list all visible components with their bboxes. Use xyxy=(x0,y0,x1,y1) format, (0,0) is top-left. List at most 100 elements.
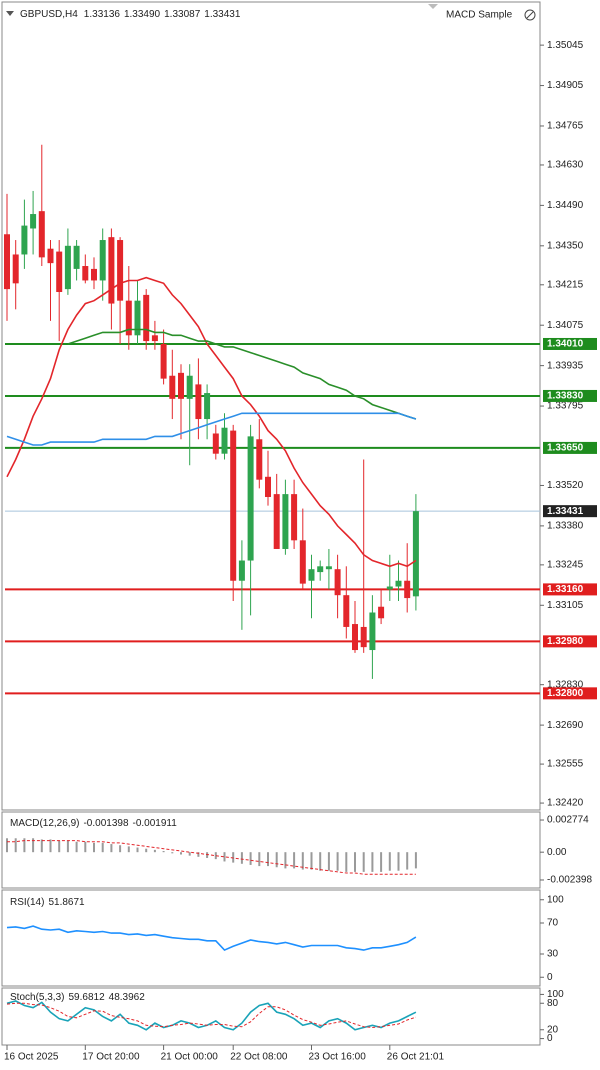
level-label-box xyxy=(543,635,597,648)
candle-body xyxy=(352,624,358,651)
y-tick-label: 70 xyxy=(547,918,559,929)
y-tick-label: 30 xyxy=(547,949,559,960)
y-tick-label: 0.002774 xyxy=(547,815,589,826)
candle-body xyxy=(334,569,341,596)
candle-body xyxy=(308,569,315,581)
candle-body xyxy=(178,372,184,399)
macd-bar xyxy=(119,845,122,853)
y-tick-label: 1.33795 xyxy=(547,401,584,412)
macd-bar xyxy=(319,852,322,871)
macd-bar xyxy=(101,842,104,853)
stoch-main-value: 59.6812 xyxy=(68,992,105,1003)
indicator-line xyxy=(6,925,417,952)
candle-body xyxy=(204,393,211,420)
macd-bar xyxy=(380,852,383,872)
macd-bar xyxy=(301,852,304,870)
x-tick-label: 21 Oct 00:00 xyxy=(161,1052,219,1063)
candle-body xyxy=(151,335,158,342)
macd-bar xyxy=(249,852,252,865)
candle-body xyxy=(221,427,228,454)
macd-title: MACD(12,26,9) -0.001398 -0.001911 xyxy=(10,818,177,829)
level-label-box xyxy=(543,337,597,350)
candle-body xyxy=(212,433,219,454)
macd-bar xyxy=(345,852,348,872)
macd-bar xyxy=(84,841,87,853)
candle-body xyxy=(386,586,393,590)
y-tick-label: 100 xyxy=(547,989,564,1000)
candle-body xyxy=(256,439,263,480)
candle-body xyxy=(378,606,385,619)
macd-name: MACD(12,26,9) xyxy=(10,818,79,829)
y-tick-label: -0.002398 xyxy=(547,875,592,886)
candle-body xyxy=(404,580,411,599)
y-tick-label: 1.34215 xyxy=(547,279,584,290)
candle-body xyxy=(412,511,419,597)
candle-body xyxy=(108,237,115,304)
symbol-menu-icon[interactable] xyxy=(6,11,14,16)
close-price: 1.33431 xyxy=(204,9,241,20)
candle-body xyxy=(317,566,324,573)
macd-bar xyxy=(32,838,35,853)
y-tick-label: 100 xyxy=(547,894,564,905)
candle-body xyxy=(82,266,89,281)
indicator-remove-icon[interactable] xyxy=(524,9,536,21)
candle-body xyxy=(160,343,167,379)
open-price: 1.33136 xyxy=(84,9,121,20)
candle-body xyxy=(195,384,202,420)
macd-bar xyxy=(293,852,296,869)
macd-bar xyxy=(23,838,26,853)
candle-body xyxy=(247,436,254,561)
macd-bar xyxy=(180,852,182,855)
y-tick-label: 1.33245 xyxy=(547,560,584,571)
macd-bar xyxy=(153,849,156,853)
macd-bar xyxy=(310,852,313,870)
macd-bar xyxy=(327,852,330,871)
candle-body xyxy=(134,300,141,336)
macd-bar xyxy=(110,844,113,853)
y-tick-label: 1.33935 xyxy=(547,360,584,371)
rsi-value: 51.8671 xyxy=(48,897,85,908)
y-tick-label: 1.34075 xyxy=(547,320,584,331)
x-tick-label: 26 Oct 21:01 xyxy=(387,1052,445,1063)
candle-body xyxy=(117,240,124,301)
candle-body xyxy=(38,211,45,258)
macd-bar xyxy=(40,839,43,853)
candle-body xyxy=(99,240,106,281)
macd-bar xyxy=(406,852,409,870)
macd-bar xyxy=(240,852,243,864)
macd-bar xyxy=(362,852,365,872)
candle-body xyxy=(91,268,97,281)
macd-panel-frame xyxy=(1,811,541,889)
candle-body xyxy=(169,375,176,399)
level-label: 1.34010 xyxy=(547,339,584,350)
macd-bar xyxy=(66,840,69,853)
candle-body xyxy=(265,476,271,498)
macd-bar xyxy=(336,852,339,871)
macd-bar xyxy=(49,839,52,853)
candle-body xyxy=(238,560,245,581)
y-tick-label: 1.33520 xyxy=(547,480,584,491)
level-label: 1.33830 xyxy=(547,391,584,402)
macd-bar xyxy=(414,852,417,869)
indicator-line xyxy=(6,1002,417,1029)
macd-bar xyxy=(275,852,278,868)
macd-bar xyxy=(197,852,200,857)
candle-body xyxy=(21,225,28,255)
rsi-title: RSI(14) 51.8671 xyxy=(10,897,85,908)
y-tick-label: 0 xyxy=(547,1033,553,1044)
macd-bar xyxy=(371,852,374,872)
y-tick-label: 1.34490 xyxy=(547,200,584,211)
candle-body xyxy=(291,494,298,541)
candle-body xyxy=(47,248,54,264)
x-tick-label: 17 Oct 20:00 xyxy=(82,1052,140,1063)
candle-body xyxy=(12,254,19,284)
candle-body xyxy=(230,430,237,581)
x-tick-label: 16 Oct 2025 xyxy=(4,1052,59,1063)
macd-bar xyxy=(223,852,226,862)
stoch-title: Stoch(5,3,3) 59.6812 48.3962 xyxy=(10,992,145,1003)
x-tick-label: 23 Oct 16:00 xyxy=(309,1052,367,1063)
one-click-toggle[interactable] xyxy=(428,4,438,9)
candle-body xyxy=(73,245,80,269)
level-label-box xyxy=(543,389,597,402)
